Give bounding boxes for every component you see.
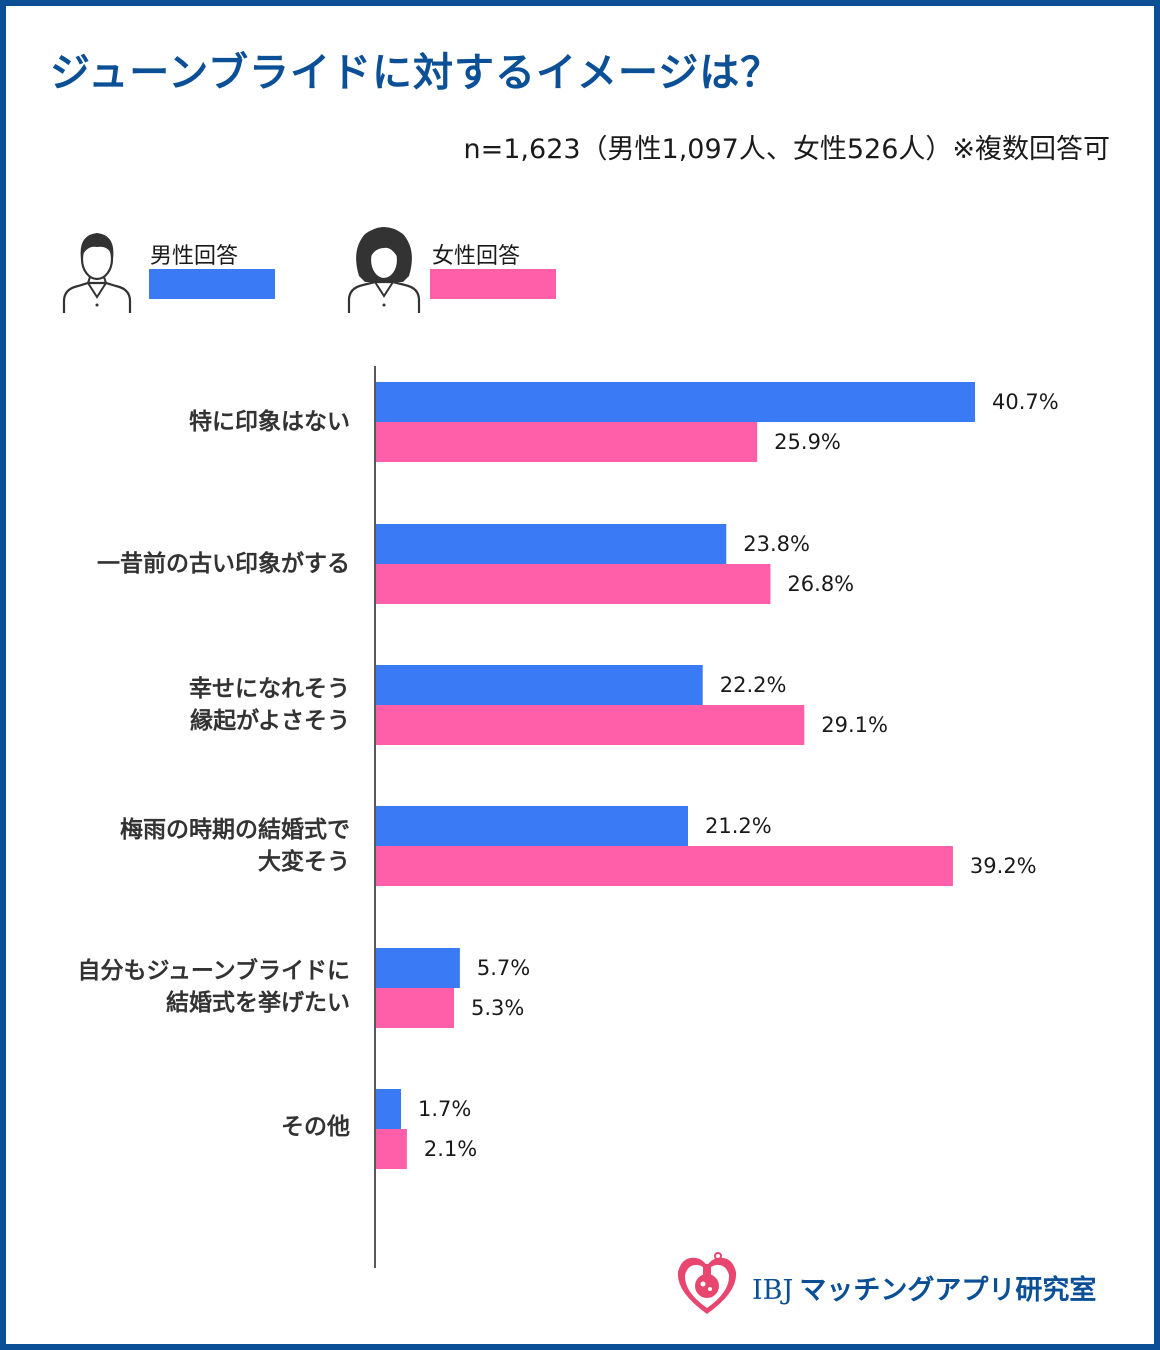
value-label-male-3: 21.2% xyxy=(705,814,772,838)
category-label-4: 自分もジューンブライドに 結婚式を挙げたい xyxy=(77,958,350,1016)
value-label-female-1: 26.8% xyxy=(787,572,854,596)
man-avatar-icon xyxy=(62,233,132,313)
bar-female-3 xyxy=(376,846,953,886)
category-label-3: 梅雨の時期の結婚式で 大変そう xyxy=(120,817,350,875)
bar-female-2 xyxy=(376,705,805,745)
heart-flask-logo-icon xyxy=(677,1252,737,1314)
value-label-female-3: 39.2% xyxy=(970,854,1037,878)
legend-female-label: 女性回答 xyxy=(432,244,521,269)
value-label-male-0: 40.7% xyxy=(992,390,1059,414)
bar-female-1 xyxy=(376,564,771,604)
bar-male-4 xyxy=(376,948,460,988)
bar-male-3 xyxy=(376,806,689,846)
value-label-male-1: 23.8% xyxy=(743,532,810,556)
value-label-female-0: 25.9% xyxy=(774,430,841,454)
value-label-female-4: 5.3% xyxy=(471,996,524,1020)
bar-female-0 xyxy=(376,422,758,462)
chart-title: ジューンブライドに対するイメージは？ xyxy=(50,50,782,96)
legend-female-swatch xyxy=(430,269,556,299)
category-label-1: 一昔前の古い印象がする xyxy=(97,551,350,577)
bar-female-5 xyxy=(376,1129,407,1169)
bar-male-5 xyxy=(376,1089,402,1129)
category-label-0: 特に印象はない xyxy=(189,409,350,435)
category-label-5: その他 xyxy=(281,1114,350,1140)
woman-avatar-icon xyxy=(347,227,421,313)
value-label-female-5: 2.1% xyxy=(424,1137,477,1161)
bar-female-4 xyxy=(376,988,455,1028)
value-label-male-2: 22.2% xyxy=(720,673,787,697)
legend-male-swatch xyxy=(149,269,275,299)
bar-male-1 xyxy=(376,524,727,564)
category-label-2: 幸せになれそう 縁起がよさそう xyxy=(189,676,350,734)
bar-male-2 xyxy=(376,665,703,705)
chart-subtitle: n=1,623（男性1,097人、女性526人）※複数回答可 xyxy=(463,134,1110,165)
value-label-female-2: 29.1% xyxy=(821,713,888,737)
bar-male-0 xyxy=(376,382,975,422)
brand-logo-text: IBJ マッチングアプリ研究室 xyxy=(752,1275,1097,1306)
value-label-male-5: 1.7% xyxy=(418,1097,471,1121)
legend-male-label: 男性回答 xyxy=(150,244,239,269)
value-label-male-4: 5.7% xyxy=(477,956,530,980)
